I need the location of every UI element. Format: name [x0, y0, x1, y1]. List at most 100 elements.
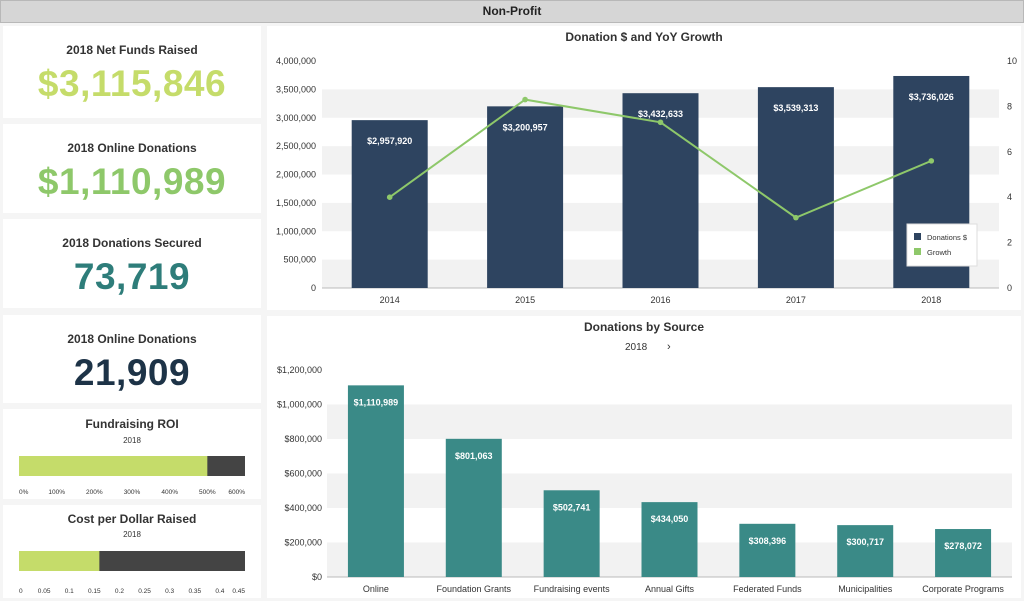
y2-tick-label: 2: [1007, 238, 1012, 248]
y2-tick-label: 0: [1007, 283, 1012, 293]
legend-swatch: [914, 233, 921, 240]
kpi-value: 73,719: [73, 256, 191, 297]
gauge-tick-label: 0.3: [165, 588, 174, 595]
bar-value-label: $308,396: [749, 536, 787, 546]
gauge-fill: [19, 456, 208, 476]
growth-point: [793, 214, 799, 221]
cost-per-dollar-panel: Cost per Dollar Raised 2018 0 0.05 0.1 0.15…: [3, 505, 261, 598]
donation-growth-chart: 0 500,000 1,000,000 1,500,000 2,000,000 2,500…: [276, 56, 1017, 305]
x-tick-label: Online: [363, 584, 389, 594]
donation-bar: [622, 93, 699, 288]
bar-value-label: $502,741: [553, 502, 591, 512]
legend-swatch: [914, 248, 921, 255]
x-tick-label: Annual Gifts: [645, 584, 695, 594]
x-tick-label: Federated Funds: [733, 584, 802, 594]
x-tick-label: Fundraising events: [534, 584, 611, 594]
bar-value-label: $3,432,633: [638, 109, 683, 119]
bar-value-label: $300,717: [846, 537, 884, 547]
bar-value-label: $434,050: [651, 514, 689, 524]
chart-legend: Donations $ Growth: [906, 223, 978, 267]
gauge-tick-label: 400%: [161, 489, 178, 496]
y-tick-label: 2,500,000: [276, 141, 316, 151]
growth-point: [928, 158, 935, 164]
kpi-value: $3,115,846: [37, 63, 227, 104]
bar-value-label: $2,957,920: [367, 136, 412, 146]
y2-tick-label: 8: [1007, 101, 1012, 111]
kpi-label: 2018 Donations Secured: [62, 236, 202, 250]
gauge-tick-label: 0.2: [115, 588, 124, 595]
source-bar: [935, 529, 992, 577]
kpi-label: 2018 Online Donations: [67, 141, 197, 155]
kpi-value: 21,909: [73, 352, 191, 393]
y-tick-label: 2,000,000: [276, 170, 316, 180]
y-tick-label: $600,000: [284, 469, 322, 479]
y-tick-label: 3,000,000: [276, 113, 316, 123]
gauge-tick-label: 0: [19, 588, 23, 595]
y-tick-label: $800,000: [284, 434, 322, 444]
y-tick-label: 4,000,000: [276, 56, 316, 66]
legend-box: [906, 223, 978, 267]
bar-value-label: $3,736,026: [909, 92, 954, 102]
gauge-tick-label: 300%: [124, 489, 141, 496]
bar-value-label: $278,072: [944, 541, 982, 551]
gauge-tick-label: 0.15: [88, 588, 101, 595]
x-tick-label: 2017: [786, 295, 806, 305]
donation-bar: [487, 106, 564, 288]
donation-bar: [351, 120, 428, 289]
y-tick-label: $1,200,000: [277, 365, 322, 375]
y2-tick-label: 4: [1007, 192, 1012, 202]
fundraising-roi-panel: Fundraising ROI 2018 0% 100% 200% 300% 400% 5…: [3, 409, 261, 499]
gauge-tick-label: 0.35: [188, 588, 201, 595]
kpi-donations-secured: 2018 Donations Secured 73,719: [3, 219, 261, 308]
bar-value-label: $1,110,989: [354, 397, 399, 407]
gauge-tick-label: 0.25: [138, 588, 151, 595]
year-selector-value: 2018: [625, 342, 648, 353]
donation-growth-panel: Donation $ and YoY Growth 0 500,000 1,000,…: [267, 26, 1021, 310]
chart-title: Donations by Source: [583, 320, 705, 334]
dashboard-title: Non-Profit: [0, 0, 1024, 23]
y-tick-label: 1,500,000: [276, 198, 316, 208]
y-tick-label: $1,000,000: [277, 400, 322, 410]
y-tick-label: 1,000,000: [276, 226, 316, 236]
gauge-tick-label: 500%: [199, 489, 216, 496]
fundraising-roi-gauge: 0% 100% 200% 300% 400% 500% 600%: [19, 456, 245, 496]
source-bar: [347, 385, 404, 577]
gauge-tick-label: 0.45: [232, 588, 245, 595]
y-tick-label: $200,000: [284, 538, 322, 548]
kpi-label: 2018 Net Funds Raised: [66, 43, 198, 57]
gauge-tick-label: 600%: [228, 489, 245, 496]
gauge-tick-label: 0%: [19, 489, 29, 496]
growth-point: [522, 96, 528, 103]
legend-label: Donations $: [927, 233, 968, 242]
kpi-net-funds: 2018 Net Funds Raised $3,115,846: [3, 26, 261, 118]
growth-point: [386, 194, 393, 200]
gauge-tick-label: 0.1: [65, 588, 74, 595]
x-tick-label: Municipalities: [838, 584, 893, 594]
gauge-fill: [19, 551, 100, 571]
grid-band: [327, 404, 1012, 439]
y-tick-label: 3,500,000: [276, 84, 316, 94]
x-tick-label: Corporate Programs: [922, 584, 1004, 594]
donations-by-source-chart: $0 $200,000 $400,000 $600,000 $800,000 $1,000…: [277, 365, 1012, 594]
gauge-title: Fundraising ROI: [85, 417, 179, 431]
kpi-label: 2018 Online Donations: [67, 332, 197, 346]
x-tick-label: Foundation Grants: [437, 584, 512, 594]
gauge-tick-label: 0.05: [38, 588, 51, 595]
source-bar: [641, 502, 698, 577]
source-bar: [837, 525, 894, 577]
year-selector[interactable]: 2018 ›: [625, 341, 671, 353]
x-tick-label: 2014: [380, 295, 400, 305]
gauge-tick-label: 100%: [48, 489, 65, 496]
x-tick-label: 2016: [650, 295, 670, 305]
bar-value-label: $3,200,957: [503, 122, 548, 132]
source-bar: [739, 523, 796, 577]
kpi-online-donations-amount: 2018 Online Donations $1,110,989: [3, 124, 261, 213]
y-tick-label: 500,000: [283, 255, 316, 265]
x-tick-label: 2015: [515, 295, 535, 305]
chevron-right-icon[interactable]: ›: [667, 341, 671, 353]
source-bar: [543, 490, 600, 577]
chart-title: Donation $ and YoY Growth: [565, 30, 723, 44]
cost-per-dollar-gauge: 0 0.05 0.1 0.15 0.2 0.25 0.3 0.35 0.4 0.45: [19, 551, 245, 595]
y2-tick-label: 10: [1007, 56, 1017, 66]
legend-label: Growth: [927, 248, 951, 257]
